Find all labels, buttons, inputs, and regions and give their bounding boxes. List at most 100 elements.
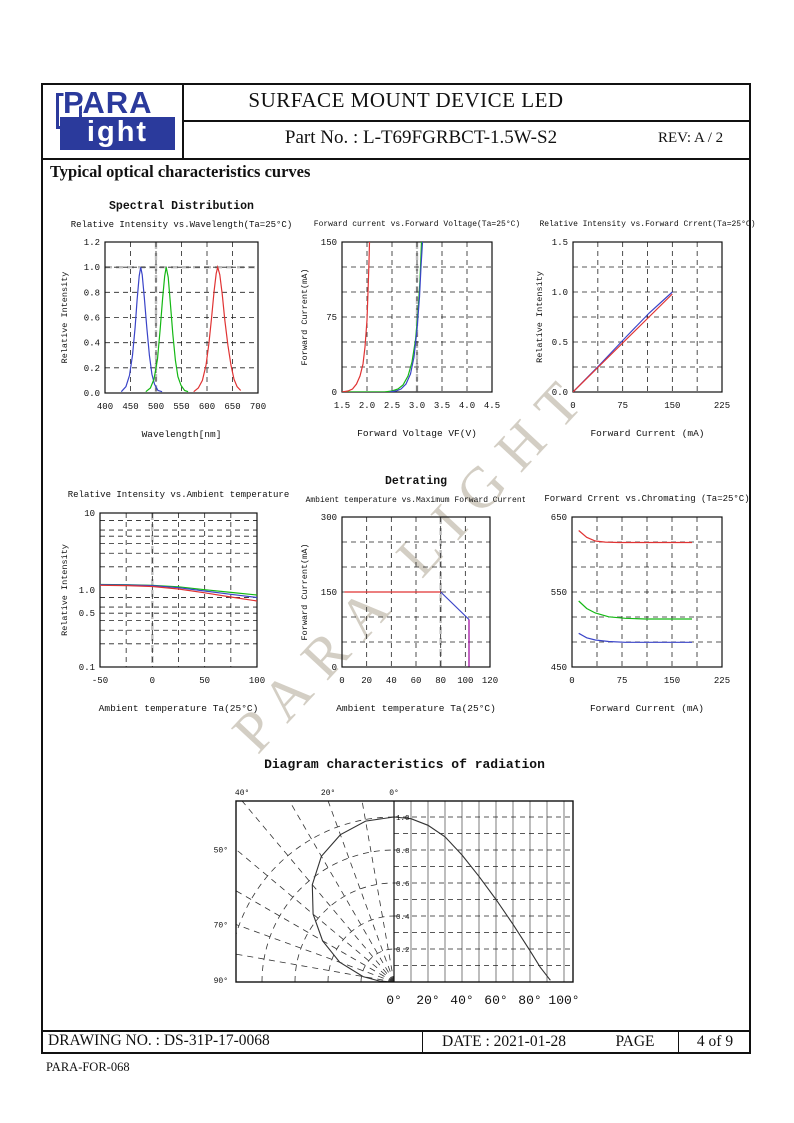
- svg-text:0.5: 0.5: [552, 338, 568, 348]
- svg-text:70°: 70°: [214, 921, 228, 930]
- svg-text:1.5: 1.5: [334, 401, 350, 411]
- svg-text:Spectral Distribution: Spectral Distribution: [109, 200, 254, 213]
- svg-text:700: 700: [250, 402, 266, 412]
- svg-text:Relative Intensity: Relative Intensity: [60, 272, 70, 364]
- svg-text:4.5: 4.5: [484, 401, 500, 411]
- svg-text:75: 75: [617, 401, 628, 411]
- footer-page-value: 4 of 9: [696, 1033, 734, 1050]
- svg-text:2.0: 2.0: [359, 401, 375, 411]
- svg-text:90°: 90°: [214, 977, 228, 986]
- forward-current-vs-voltage-chart: 1.5 2.0 2.5 3.0 3.5 4.0 4.5 0 75 150 Forward curre…: [300, 220, 520, 439]
- svg-text:0: 0: [570, 401, 575, 411]
- svg-text:Wavelength[nm]: Wavelength[nm]: [142, 429, 222, 440]
- svg-text:0: 0: [569, 676, 574, 686]
- svg-text:1.5: 1.5: [552, 238, 568, 248]
- svg-text:75: 75: [326, 313, 337, 323]
- svg-text:100: 100: [249, 676, 265, 686]
- header-bottom-divider: [42, 158, 751, 160]
- spectral-distribution-chart: 400 450 500 550 600 650 700 0.0 0.2 0.4 0.6 0.8 1.0 1…: [60, 200, 292, 440]
- svg-text:0.8: 0.8: [84, 288, 100, 298]
- svg-text:500: 500: [148, 402, 164, 412]
- svg-text:0: 0: [332, 388, 337, 398]
- svg-text:100: 100: [457, 676, 473, 686]
- svg-text:4.0: 4.0: [459, 401, 475, 411]
- header-row-divider: [182, 120, 751, 122]
- header-vertical-divider: [182, 84, 184, 160]
- svg-text:3.0: 3.0: [409, 401, 425, 411]
- svg-text:40: 40: [386, 676, 397, 686]
- svg-text:40°: 40°: [450, 993, 473, 1008]
- footer-cell-divider-2: [678, 1030, 680, 1054]
- radiation-diagram: Diagram characteristics of radiation 40° 2…: [214, 757, 580, 1008]
- svg-text:1.0: 1.0: [84, 263, 100, 273]
- svg-text:650: 650: [551, 513, 567, 523]
- svg-text:450: 450: [122, 402, 138, 412]
- derating-chart: 0 20 40 60 80 100 120 0 150 300 Detrating Ambient t…: [300, 475, 525, 714]
- svg-text:75: 75: [617, 676, 628, 686]
- svg-text:150: 150: [321, 238, 337, 248]
- svg-text:0: 0: [339, 676, 344, 686]
- svg-text:3.5: 3.5: [434, 401, 450, 411]
- logo-text-ight: ight: [60, 117, 175, 150]
- svg-text:2.5: 2.5: [384, 401, 400, 411]
- svg-text:0.0: 0.0: [552, 388, 568, 398]
- svg-text:40°: 40°: [235, 789, 249, 798]
- svg-text:0: 0: [332, 663, 337, 673]
- svg-text:20: 20: [361, 676, 372, 686]
- footer-page-label: PAGE: [615, 1033, 655, 1050]
- svg-text:50°: 50°: [214, 846, 228, 855]
- svg-text:Ambient temperature Ta(25°C): Ambient temperature Ta(25°C): [99, 703, 259, 714]
- svg-text:Relative Intensity vs.Ambient: Relative Intensity vs.Ambient temperatur…: [68, 490, 289, 500]
- svg-text:50: 50: [199, 676, 210, 686]
- svg-text:20°: 20°: [416, 993, 439, 1008]
- svg-text:600: 600: [199, 402, 215, 412]
- svg-text:0°: 0°: [386, 993, 402, 1008]
- intensity-vs-current-chart: 0 75 150 225 0.0 0.5 1.0 1.5 Relative Intensity …: [535, 220, 756, 439]
- svg-text:Ambient temperature vs.Maximum: Ambient temperature vs.Maximum Forward C…: [306, 496, 525, 505]
- svg-text:Forward Voltage VF(V): Forward Voltage VF(V): [357, 428, 477, 439]
- footer-date: DATE : 2021-01-28: [442, 1033, 566, 1050]
- svg-text:1.0: 1.0: [79, 586, 95, 596]
- svg-text:Ambient temperature Ta(25°C): Ambient temperature Ta(25°C): [336, 703, 496, 714]
- section-heading: Typical optical characteristics curves: [50, 162, 311, 181]
- chromaticity-chart: 0 75 150 225 650 550 450 Forward Crrent vs.Chro…: [544, 494, 749, 714]
- svg-text:400: 400: [97, 402, 113, 412]
- svg-text:Forward Current(mA): Forward Current(mA): [300, 544, 310, 641]
- footer-top-divider: [42, 1030, 751, 1032]
- svg-text:Relative Intensity vs.Waveleng: Relative Intensity vs.Wavelength(Ta=25°C…: [71, 220, 292, 230]
- svg-text:1.0: 1.0: [552, 288, 568, 298]
- svg-text:120: 120: [482, 676, 498, 686]
- svg-text:0.5: 0.5: [79, 609, 95, 619]
- svg-text:Diagram characteristics of rad: Diagram characteristics of radiation: [264, 757, 545, 772]
- svg-text:150: 150: [664, 676, 680, 686]
- svg-text:Relative Intensity vs.Forward: Relative Intensity vs.Forward Crrent(Ta=…: [539, 220, 755, 229]
- intensity-vs-temperature-chart: -50 0 50 100 10 1.0 0.5 0.1 Relative Intensity v…: [60, 490, 289, 714]
- svg-text:0.1: 0.1: [79, 663, 95, 673]
- svg-text:650: 650: [224, 402, 240, 412]
- svg-text:0.4: 0.4: [84, 339, 100, 349]
- svg-text:550: 550: [551, 588, 567, 598]
- svg-text:Relative Intensity: Relative Intensity: [535, 271, 545, 363]
- svg-text:150: 150: [321, 588, 337, 598]
- svg-text:80: 80: [435, 676, 446, 686]
- svg-text:Detrating: Detrating: [385, 475, 447, 488]
- svg-text:0: 0: [150, 676, 155, 686]
- svg-text:150: 150: [664, 401, 680, 411]
- svg-text:10: 10: [84, 509, 95, 519]
- revision: REV: A / 2: [658, 130, 724, 146]
- svg-text:Forward current vs.Forward Vol: Forward current vs.Forward Voltage(Ta=25…: [314, 220, 520, 229]
- svg-text:1.2: 1.2: [84, 238, 100, 248]
- svg-text:60°: 60°: [484, 993, 507, 1008]
- svg-text:0.6: 0.6: [396, 881, 410, 889]
- footer-cell-divider-1: [422, 1030, 424, 1054]
- svg-text:0.4: 0.4: [396, 914, 410, 922]
- svg-text:0.6: 0.6: [84, 314, 100, 324]
- svg-text:Relative Intensity: Relative Intensity: [60, 544, 70, 636]
- page-border: [41, 83, 751, 1054]
- svg-text:Forward Crrent vs.Chromating (: Forward Crrent vs.Chromating (Ta=25°C): [544, 494, 749, 504]
- part-number: Part No. : L-T69FGRBCT-1.5W-S2: [284, 127, 558, 148]
- svg-text:0.8: 0.8: [396, 848, 410, 856]
- svg-text:550: 550: [173, 402, 189, 412]
- svg-text:20°: 20°: [321, 789, 335, 798]
